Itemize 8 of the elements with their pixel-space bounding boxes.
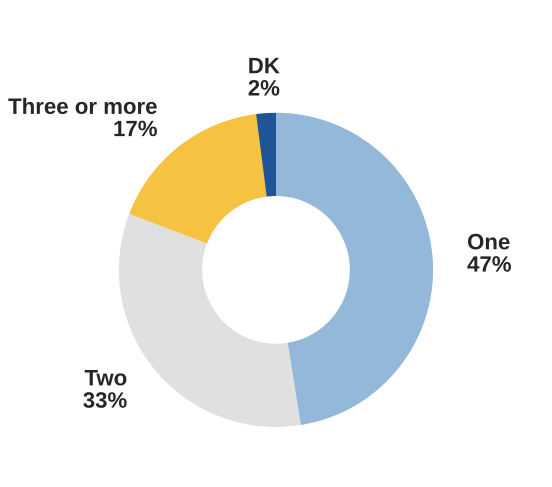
slice-label: One: [468, 234, 510, 250]
slice-label: DK: [249, 58, 280, 74]
data-label: 33%: [83, 392, 127, 408]
data-label: 47%: [467, 256, 511, 272]
data-label: 2%: [248, 80, 280, 96]
slice-label: Three or more: [8, 98, 157, 114]
slice-label: Two: [84, 370, 126, 386]
data-label: 17%: [114, 120, 157, 136]
